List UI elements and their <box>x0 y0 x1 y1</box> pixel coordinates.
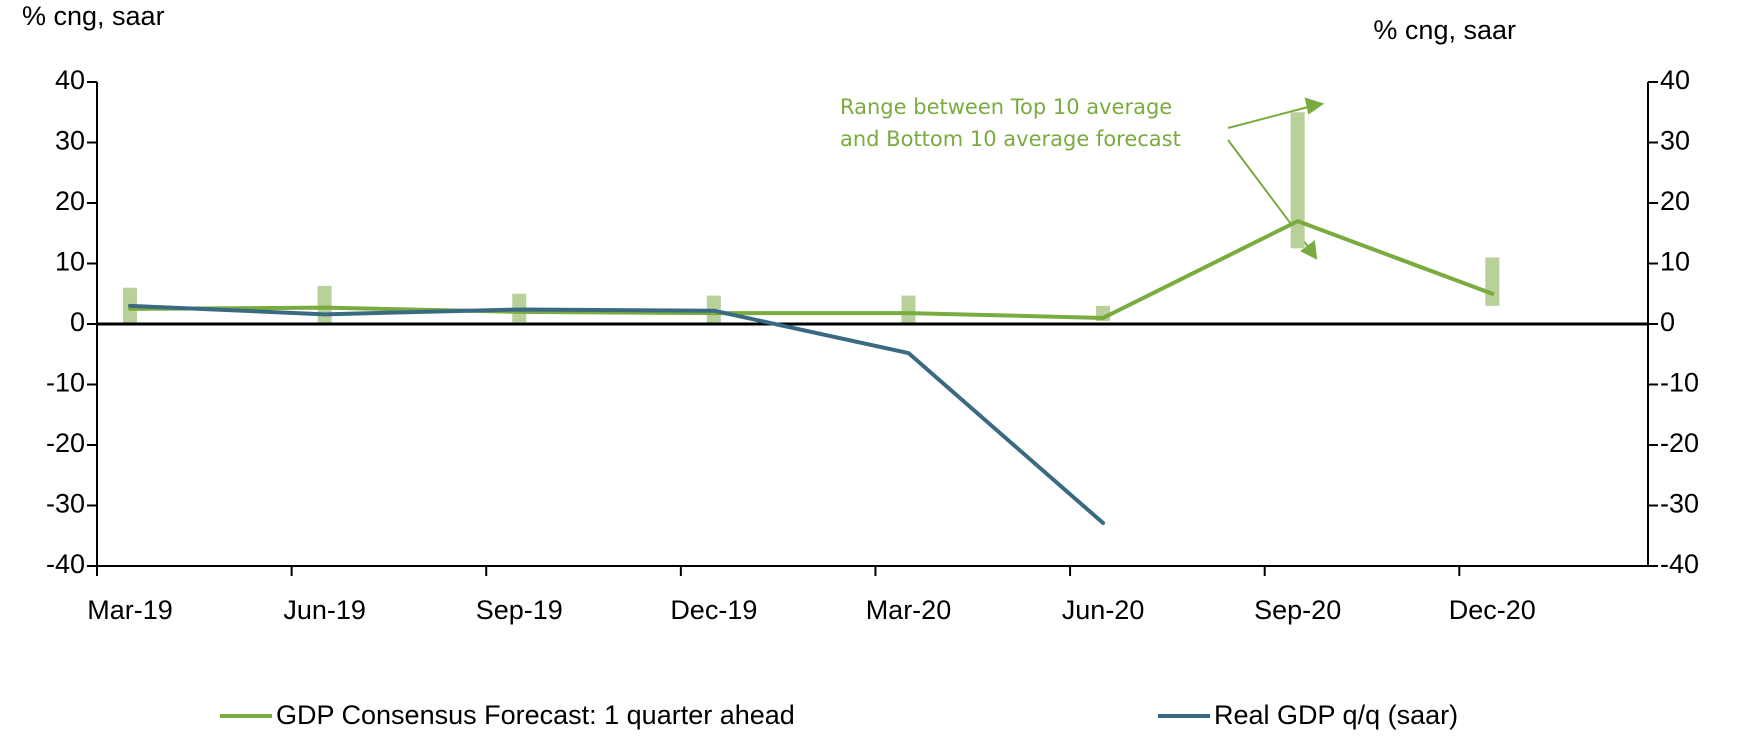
y2-tick-label: 10 <box>1660 247 1690 277</box>
y-tick-label: 40 <box>55 65 85 95</box>
y-tick-label: -40 <box>46 549 85 579</box>
y-tick-label: 0 <box>70 307 85 337</box>
x-tick-label: Sep-19 <box>476 595 563 625</box>
x-tick-label: Jun-19 <box>283 595 366 625</box>
annotation: Range between Top 10 average <box>840 95 1172 119</box>
x-tick-label: Dec-20 <box>1449 595 1536 625</box>
range-bar <box>317 285 332 324</box>
y2-axis-label: % cng, saar <box>1373 15 1516 45</box>
y2-tick-label: 30 <box>1660 126 1690 156</box>
y2-tick-label: 40 <box>1660 65 1690 95</box>
y2-tick-label: -30 <box>1660 489 1699 519</box>
y-axis-label: % cng, saar <box>22 1 165 31</box>
y-tick-label: 30 <box>55 126 85 156</box>
x-tick-label: Mar-19 <box>87 595 173 625</box>
y-tick-label: -30 <box>46 489 85 519</box>
y2-tick-label: -40 <box>1660 549 1699 579</box>
x-tick-label: Mar-20 <box>866 595 952 625</box>
y-tick-label: 20 <box>55 186 85 216</box>
y2-tick-label: 20 <box>1660 186 1690 216</box>
y2-tick-label: -10 <box>1660 368 1699 398</box>
legend-label: Real GDP q/q (saar) <box>1214 700 1458 730</box>
y-tick-label: -20 <box>46 428 85 458</box>
range-bar <box>1290 112 1305 249</box>
y-tick-label: -10 <box>46 368 85 398</box>
x-tick-label: Jun-20 <box>1062 595 1145 625</box>
annotation: and Bottom 10 average forecast <box>840 127 1181 151</box>
range-bar <box>1485 257 1500 306</box>
range-bar <box>901 295 916 324</box>
series-line <box>128 219 1495 320</box>
legend-label: GDP Consensus Forecast: 1 quarter ahead <box>276 700 795 730</box>
series-line <box>128 303 1106 526</box>
x-tick-label: Dec-19 <box>670 595 757 625</box>
y-tick-label: 10 <box>55 247 85 277</box>
y2-tick-label: -20 <box>1660 428 1699 458</box>
x-tick-label: Sep-20 <box>1254 595 1341 625</box>
y2-tick-label: 0 <box>1660 307 1675 337</box>
